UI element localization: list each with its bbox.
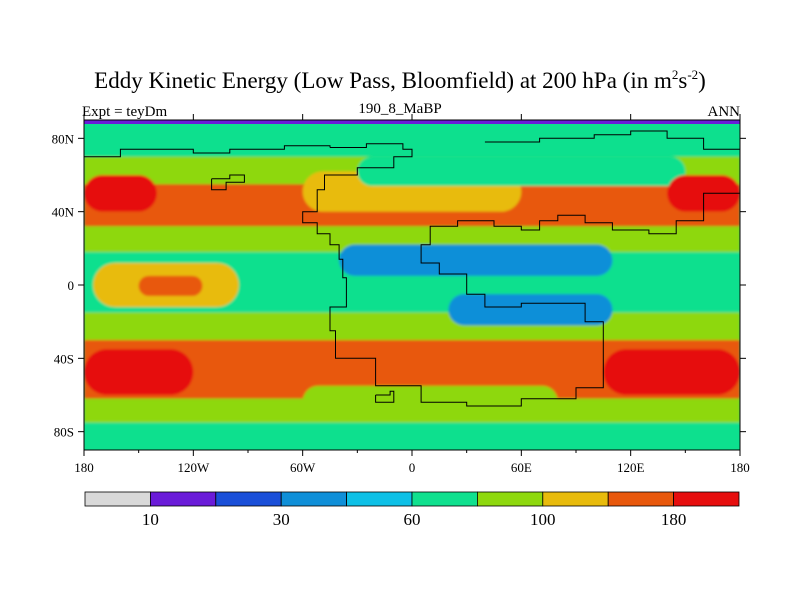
y-tick-label: 40S bbox=[54, 351, 74, 366]
experiment-label: Expt = teyDm bbox=[82, 104, 168, 120]
colorbar-boxes bbox=[84, 491, 740, 507]
colorbar-box bbox=[84, 491, 151, 507]
coast-arctic-islands bbox=[484, 130, 740, 153]
coast-eurasia-africa bbox=[302, 143, 740, 407]
x-tick-label: 120E bbox=[617, 460, 645, 475]
colorbar-box bbox=[673, 491, 740, 507]
colorbar-labels: 10 30 60 100 180 bbox=[142, 510, 686, 529]
field-region-eurasia-highlat-ring bbox=[357, 156, 686, 186]
y-tick-label: 0 bbox=[68, 278, 75, 293]
field-region-band-south-polar bbox=[84, 422, 740, 450]
plot-subtitle: 190_8_MaBP bbox=[358, 101, 442, 117]
colorbar-box bbox=[346, 491, 413, 507]
season-label: ANN bbox=[707, 104, 741, 120]
x-tick-label: 120W bbox=[177, 460, 210, 475]
field-region-indian-ocean-min bbox=[448, 294, 613, 326]
field-region-pacific-jet-west bbox=[84, 175, 157, 212]
colorbar-box bbox=[215, 491, 282, 507]
colorbar-box bbox=[149, 491, 217, 507]
x-tick-label: 60W bbox=[290, 460, 316, 475]
colorbar-box bbox=[607, 491, 675, 507]
coast-north-america bbox=[84, 145, 331, 158]
field-layer bbox=[84, 120, 740, 450]
plot-title: Eddy Kinetic Energy (Low Pass, Bloomfiel… bbox=[94, 67, 706, 93]
x-tick-label: 180 bbox=[730, 460, 750, 475]
colorbar-box bbox=[280, 491, 348, 507]
y-tick-label: 40N bbox=[52, 205, 75, 220]
coast-southern-isle bbox=[375, 390, 395, 403]
colorbar-label: 180 bbox=[661, 510, 687, 529]
colorbar-box bbox=[411, 491, 478, 507]
field-regions bbox=[84, 120, 740, 450]
colorbar-label: 100 bbox=[530, 510, 556, 529]
axis-ticks: 180 120W 60W 0 60E 120E 180 80N 40N 0 40S 80S bbox=[52, 114, 750, 475]
x-tick-label: 0 bbox=[409, 460, 416, 475]
colorbar-box bbox=[542, 491, 609, 507]
colorbar-label: 60 bbox=[404, 510, 421, 529]
colorbar-label: 10 bbox=[142, 510, 159, 529]
colorbar-label: 30 bbox=[273, 510, 290, 529]
field-region-band-south-subtrop bbox=[84, 312, 740, 340]
field-region-trop-pacific-core bbox=[138, 275, 203, 296]
field-region-s-hemisphere-jet-east bbox=[603, 349, 740, 395]
north-polar-strip bbox=[84, 120, 740, 124]
coast-north-island bbox=[211, 174, 245, 191]
y-tick-label: 80N bbox=[52, 131, 75, 146]
x-tick-label: 60E bbox=[511, 460, 532, 475]
field-region-africa-core-min bbox=[339, 248, 595, 271]
field-region-s-atlantic-mid bbox=[302, 385, 558, 417]
y-tick-label: 80S bbox=[54, 425, 74, 440]
colorbar-box bbox=[476, 491, 544, 507]
field-region-s-hemisphere-jet-west bbox=[84, 349, 194, 395]
coastline-layer bbox=[84, 130, 740, 407]
x-tick-label: 180 bbox=[74, 460, 94, 475]
